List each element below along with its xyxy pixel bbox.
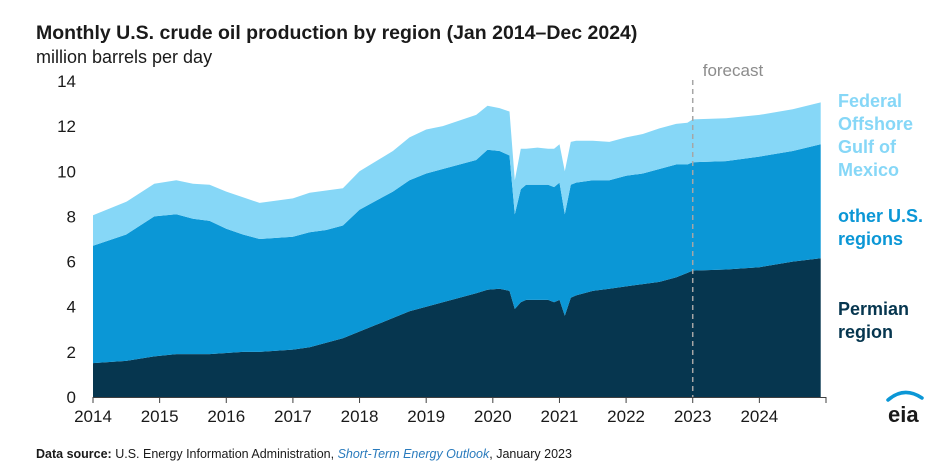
x-tick-label: 2014: [74, 407, 112, 426]
legend-gulf-of-mexico: Federal Offshore Gulf of Mexico: [838, 91, 913, 180]
x-tick-label: 2017: [274, 407, 312, 426]
source-publication: Short-Term Energy Outlook: [337, 447, 490, 461]
x-tick-label: 2015: [141, 407, 179, 426]
area-permian: [93, 258, 821, 397]
x-tick-label: 2024: [740, 407, 778, 426]
y-tick-label: 6: [67, 253, 76, 272]
x-axis: 2014 2015 2016 2017 2018 2019 2020 2021 2022 2023…: [74, 397, 827, 426]
x-tick-label: 2023: [674, 407, 712, 426]
y-tick-label: 2: [67, 343, 76, 362]
chart-title: Monthly U.S. crude oil production by reg…: [36, 22, 638, 44]
legend: Federal Offshore Gulf of Mexico other U.S. re…: [838, 91, 923, 342]
source-label: Data source:: [36, 447, 112, 461]
y-axis: 0 2 4 6 8 10 12 14: [57, 72, 76, 407]
y-tick-label: 14: [57, 72, 76, 91]
area-gulf-of-mexico: [93, 102, 821, 246]
x-tick-label: 2020: [474, 407, 512, 426]
y-tick-label: 12: [57, 117, 76, 136]
x-tick-label: 2022: [607, 407, 645, 426]
y-tick-label: 10: [57, 162, 76, 181]
y-tick-label: 4: [67, 298, 76, 317]
forecast-label: forecast: [703, 61, 764, 80]
eia-logo: eia: [886, 390, 924, 427]
x-tick-label: 2018: [341, 407, 379, 426]
logo-arc: [886, 390, 924, 402]
x-tick-label: 2019: [407, 407, 445, 426]
source-org: U.S. Energy Information Administration,: [115, 447, 335, 461]
forecast-marker: forecast: [691, 61, 764, 397]
x-tick-label: 2021: [541, 407, 579, 426]
legend-other-us-regions: other U.S. regions: [838, 206, 923, 249]
area-other-us: [93, 144, 821, 364]
y-tick-label: 0: [67, 388, 76, 407]
data-source-note: Data source: U.S. Energy Information Adm…: [36, 447, 572, 461]
x-tick-label: 2016: [207, 407, 245, 426]
area-series-group: [93, 102, 821, 397]
chart-subtitle: million barrels per day: [36, 47, 213, 67]
logo-text: eia: [888, 402, 919, 427]
legend-permian-region: Permian region: [838, 299, 909, 342]
y-tick-label: 8: [67, 207, 76, 226]
source-date: , January 2023: [489, 447, 572, 461]
